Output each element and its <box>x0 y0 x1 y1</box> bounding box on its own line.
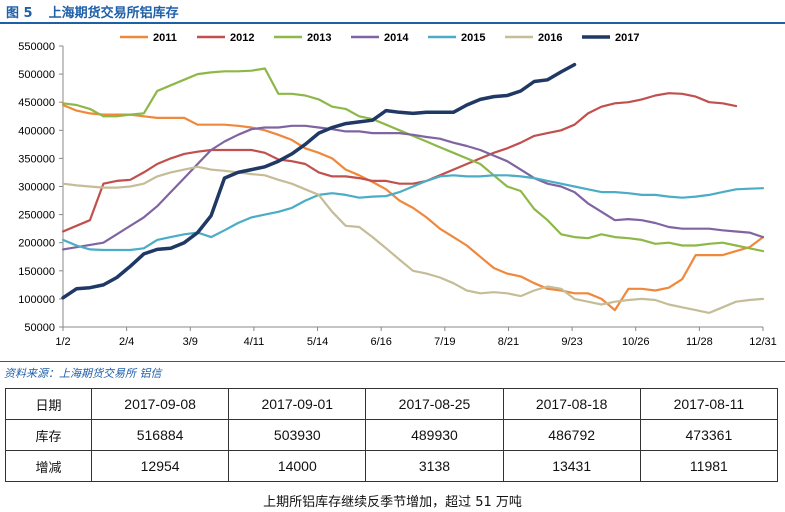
table-row: 库存 516884 503930 489930 486792 473361 <box>5 419 779 451</box>
table-cell: 11981 <box>639 450 779 482</box>
x-tick-label: 10/26 <box>622 336 650 348</box>
table-cell: 2017-08-25 <box>365 388 504 420</box>
y-tick-label: 250000 <box>18 210 55 222</box>
legend-label-2016: 2016 <box>538 32 562 44</box>
series-line-2012 <box>61 92 738 233</box>
y-tick-label: 350000 <box>18 153 55 165</box>
inventory-line-chart: 50000 100000 150000 200000 250000 300000 35000… <box>18 32 776 348</box>
y-tick-label: 400000 <box>18 125 55 137</box>
legend-label-2013: 2013 <box>307 32 331 44</box>
y-tick-label: 150000 <box>18 266 55 278</box>
table-cell: 2017-09-08 <box>90 388 230 420</box>
y-tick-label: 100000 <box>18 294 55 306</box>
table-cell: 516884 <box>90 419 230 451</box>
table-cell: 3138 <box>365 450 504 482</box>
table-cell: 489930 <box>365 419 504 451</box>
x-tick-label: 8/21 <box>498 336 519 348</box>
series-line-2015 <box>61 174 765 252</box>
x-tick-label: 2/4 <box>119 336 134 348</box>
table-cell: 12954 <box>90 450 230 482</box>
chart-axes: 50000 100000 150000 200000 250000 300000 35000… <box>18 41 776 348</box>
row-header: 库存 <box>5 419 92 451</box>
y-tick-label: 300000 <box>18 182 55 194</box>
source-rule <box>0 361 785 362</box>
table-row: 增减 12954 14000 3138 13431 11981 <box>5 450 779 482</box>
x-tick-label: 6/16 <box>370 336 391 348</box>
legend-label-2015: 2015 <box>461 32 485 44</box>
table-cell: 486792 <box>502 419 641 451</box>
table-cell: 13431 <box>502 450 641 482</box>
table-row: 日期 2017-09-08 2017-09-01 2017-08-25 2017-08-… <box>5 388 779 420</box>
y-tick-label: 550000 <box>18 41 55 53</box>
table-cell: 2017-08-11 <box>639 388 779 420</box>
x-tick-label: 12/31 <box>749 336 777 348</box>
x-tick-label: 4/11 <box>244 336 265 348</box>
figure-title-text: 上海期货交易所铝库存 <box>48 6 179 21</box>
legend-label-2011: 2011 <box>153 32 177 44</box>
figure-number: 图 5 <box>6 6 33 21</box>
table-cell: 14000 <box>228 450 367 482</box>
row-header: 日期 <box>5 388 92 420</box>
x-tick-label: 5/14 <box>307 336 328 348</box>
y-tick-label: 200000 <box>18 238 55 250</box>
x-tick-label: 3/9 <box>183 336 198 348</box>
chart-legend: 2011 2012 2013 2014 2015 2016 2017 <box>120 32 639 44</box>
series-line-2011 <box>61 103 765 312</box>
table-cell: 2017-08-18 <box>502 388 641 420</box>
y-tick-label: 50000 <box>24 322 55 334</box>
x-tick-label: 11/28 <box>686 336 713 348</box>
row-header: 增减 <box>5 450 92 482</box>
y-tick-label: 500000 <box>18 69 55 81</box>
series-line-2014 <box>61 124 765 251</box>
title-rule <box>0 22 785 24</box>
x-tick-label: 9/23 <box>561 336 582 348</box>
x-tick-label: 1/2 <box>55 336 70 348</box>
weekly-inventory-table: 日期 2017-09-08 2017-09-01 2017-08-25 2017-08-… <box>5 388 779 482</box>
figure-title: 图 5 上海期货交易所铝库存 <box>6 2 179 21</box>
legend-label-2017: 2017 <box>615 32 639 44</box>
table-cell: 473361 <box>639 419 779 451</box>
table-cell: 503930 <box>228 419 367 451</box>
figure-caption: 上期所铝库存继续反季节增加，超过 51 万吨 <box>263 495 522 510</box>
legend-label-2014: 2014 <box>384 32 409 44</box>
chart-series-lines <box>61 62 765 314</box>
data-source: 资料来源：上海期货交易所 铝信 <box>4 367 162 380</box>
legend-label-2012: 2012 <box>230 32 254 44</box>
table-cell: 2017-09-01 <box>228 388 367 420</box>
series-line-2017 <box>61 62 577 300</box>
series-line-2016 <box>61 165 765 314</box>
y-tick-label: 450000 <box>18 97 55 109</box>
x-tick-label: 7/19 <box>434 336 455 348</box>
